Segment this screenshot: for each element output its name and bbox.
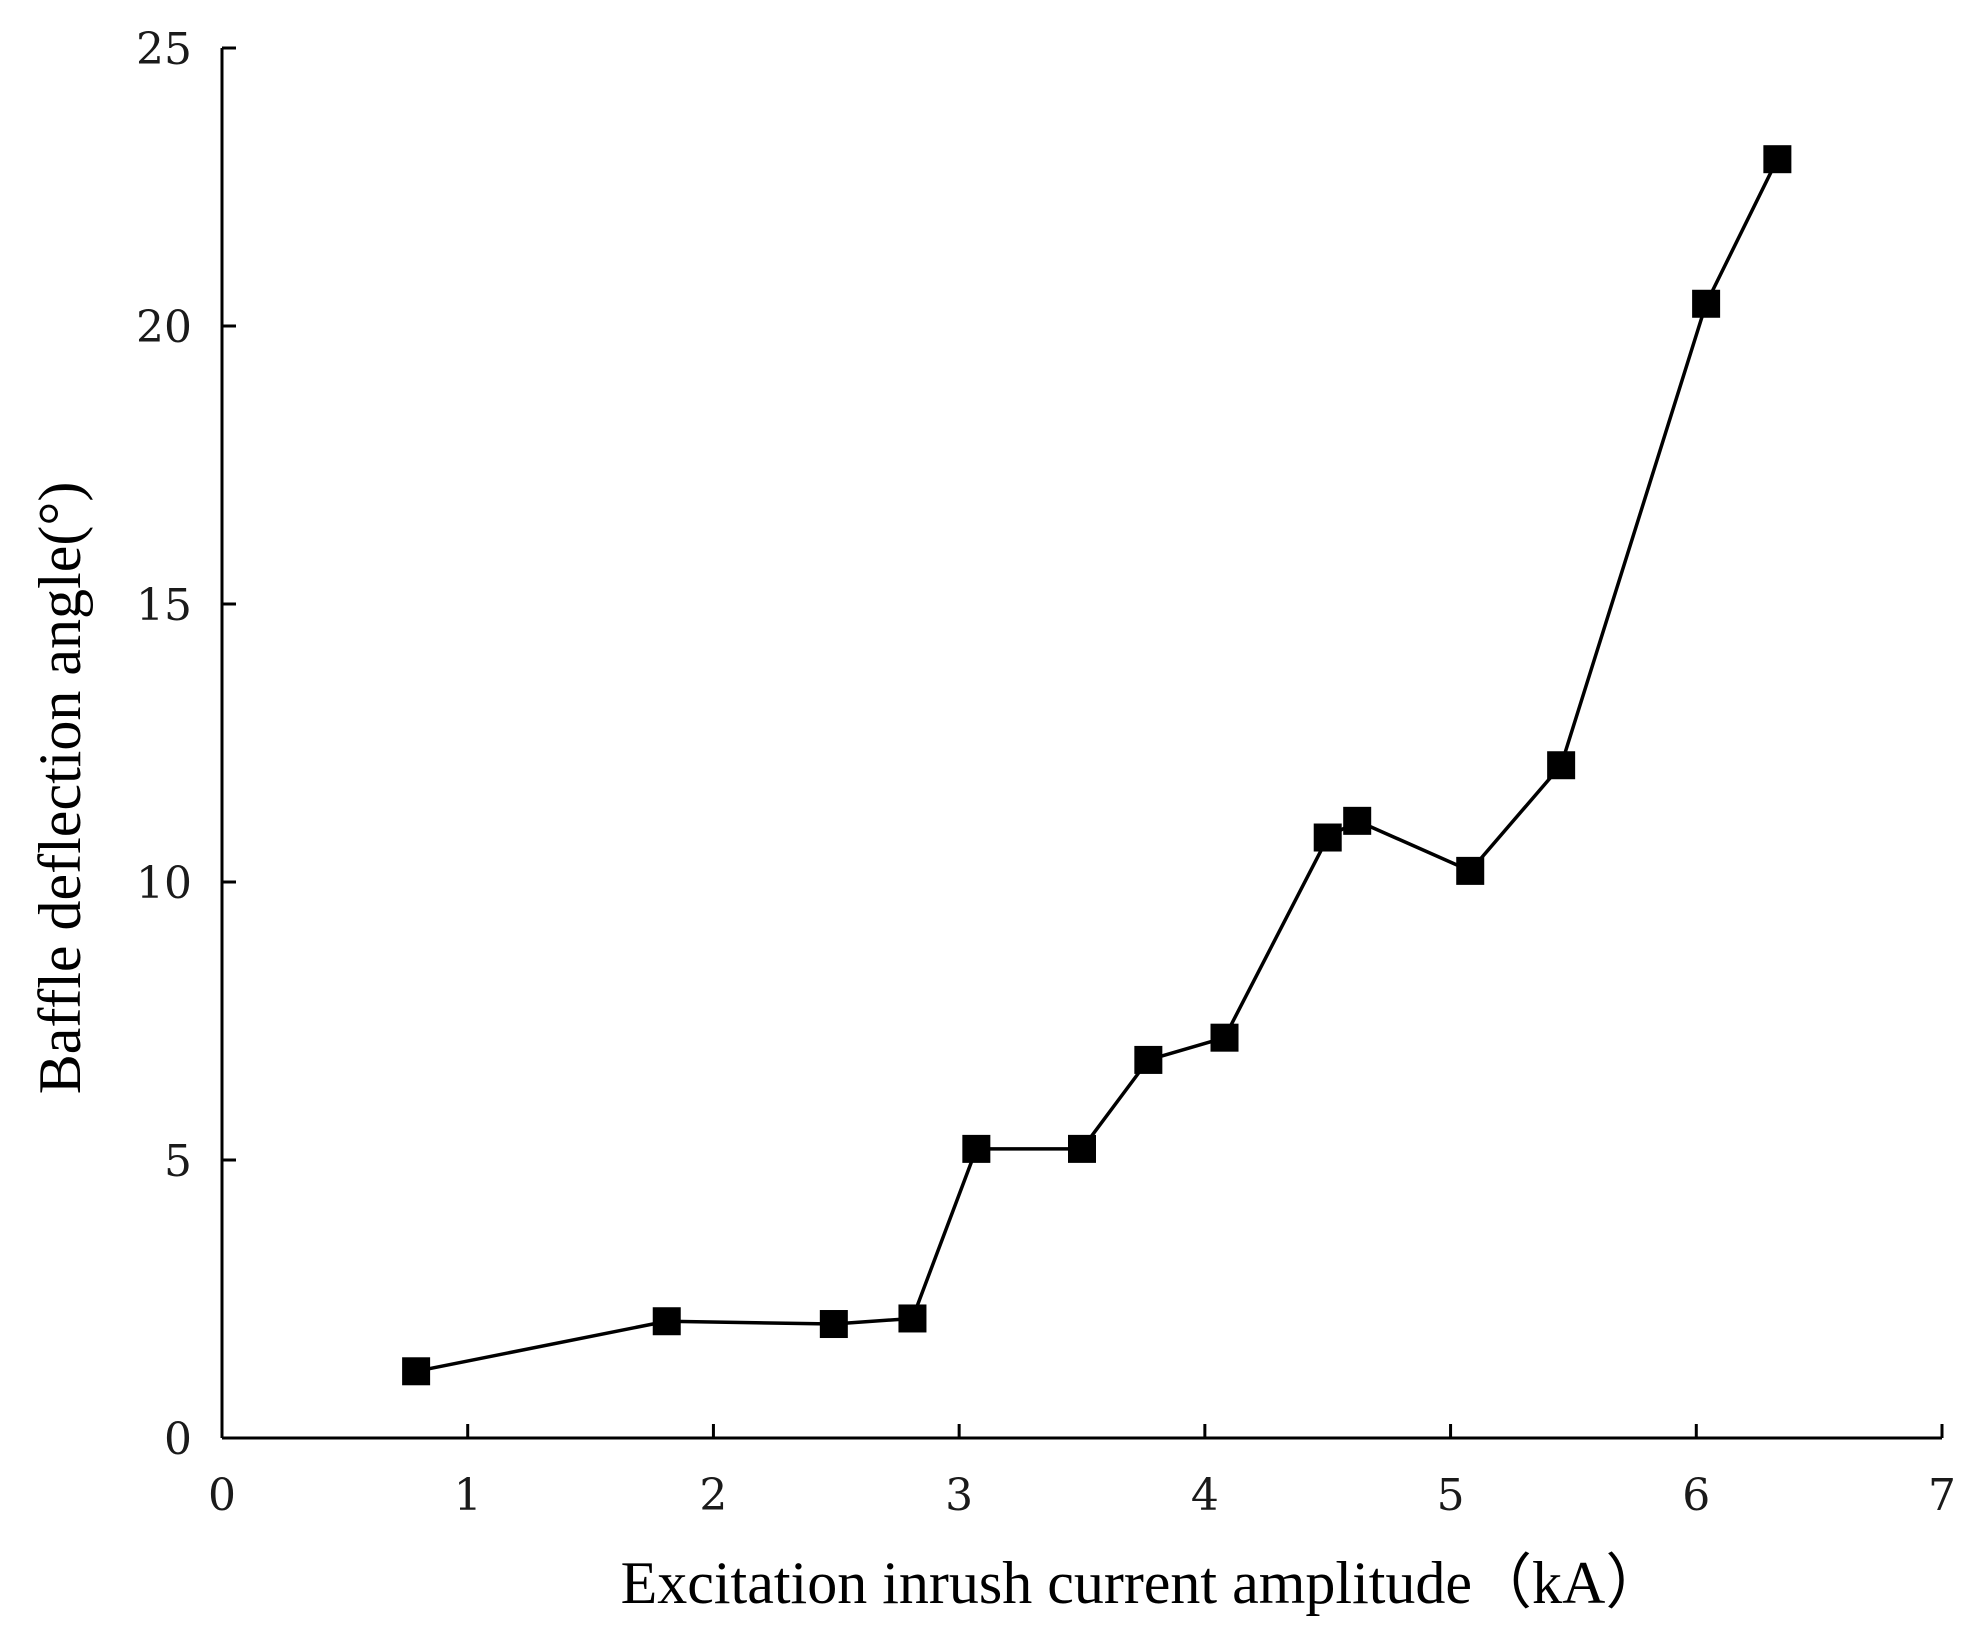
axes — [220, 48, 1942, 1440]
x-tick-label: 5 — [1437, 1470, 1465, 1521]
data-point-marker — [1068, 1134, 1096, 1163]
data-point-marker — [1692, 289, 1721, 318]
x-tick-label: 6 — [1682, 1470, 1710, 1521]
y-tick-label: 10 — [136, 858, 192, 909]
data-point-marker — [819, 1310, 848, 1339]
x-tick-label: 1 — [454, 1470, 482, 1521]
ticks: 0 1 2 3 4 5 6 7 0 5 10 15 20 25 — [136, 24, 1956, 1521]
x-tick-label: 2 — [699, 1470, 727, 1521]
data-point-marker — [1456, 856, 1485, 885]
y-tick-label: 0 — [164, 1414, 192, 1465]
y-tick-label: 5 — [164, 1136, 192, 1187]
y-tick-label: 20 — [136, 302, 192, 353]
x-tick-label: 3 — [945, 1470, 973, 1521]
data-point-marker — [1210, 1023, 1239, 1052]
data-point-marker — [402, 1357, 431, 1386]
x-tick-label: 7 — [1928, 1470, 1956, 1521]
data-point-marker — [1313, 823, 1342, 852]
data-point-marker — [1547, 751, 1576, 780]
data-point-marker — [1763, 145, 1792, 174]
y-tick-label: 15 — [136, 580, 192, 631]
data-point-marker — [962, 1134, 991, 1163]
x-axis-title: Excitation inrush current amplitude（kA） — [621, 1550, 1666, 1616]
data-point-marker — [1134, 1045, 1163, 1074]
y-tick-label: 25 — [136, 24, 192, 75]
data-point-marker — [1343, 806, 1372, 835]
x-tick-label: 0 — [208, 1470, 236, 1521]
y-axis-title: Baffle deflection angle(°) — [27, 482, 93, 1095]
series-layer — [402, 145, 1792, 1386]
data-point-marker — [652, 1307, 681, 1336]
x-tick-label: 4 — [1191, 1470, 1219, 1521]
data-point-marker — [898, 1304, 927, 1333]
